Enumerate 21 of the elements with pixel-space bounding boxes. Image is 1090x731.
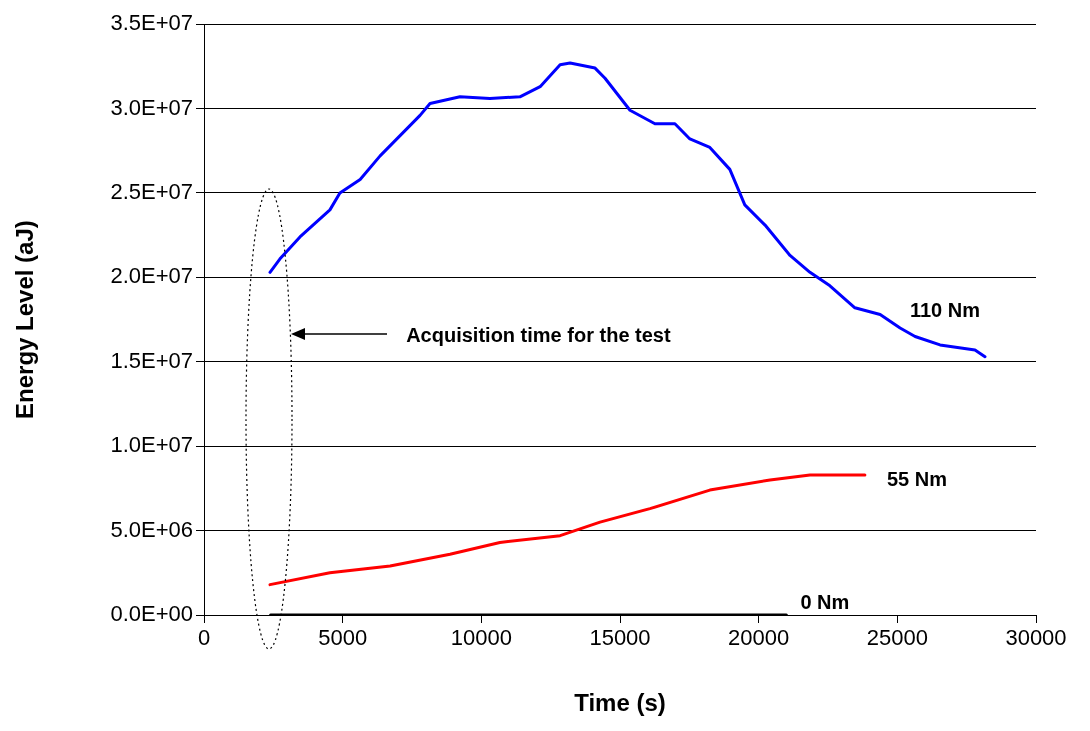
x-axis-title: Time (s) xyxy=(574,689,666,717)
x-tick-label: 20000 xyxy=(728,625,790,651)
x-tick-label: 10000 xyxy=(450,625,512,651)
y-tick-label: 3.0E+07 xyxy=(110,94,193,120)
series-label: 55 Nm xyxy=(886,468,947,491)
y-tick-label: 1.5E+07 xyxy=(110,347,193,373)
y-axis-title: Energy Level (aJ) xyxy=(11,220,39,419)
x-tick-label: 15000 xyxy=(589,625,651,651)
y-tick-label: 3.5E+07 xyxy=(110,10,193,36)
y-tick-label: 2.5E+07 xyxy=(110,179,193,205)
y-tick-label: 1.0E+07 xyxy=(110,432,193,458)
y-tick-label: 5.0E+06 xyxy=(110,516,193,542)
x-tick-label: 5000 xyxy=(318,625,368,651)
x-tick-label: 30000 xyxy=(1005,625,1067,651)
x-tick-label: 25000 xyxy=(866,625,928,651)
series-label: 110 Nm xyxy=(909,299,981,322)
annotation: Acquisition time for the test xyxy=(406,324,671,346)
y-tick-label: 0.0E+00 xyxy=(110,601,193,627)
series-label: 0 Nm xyxy=(800,590,850,613)
x-tick-label: 0 xyxy=(197,625,211,651)
y-tick-label: 2.0E+07 xyxy=(110,263,193,289)
